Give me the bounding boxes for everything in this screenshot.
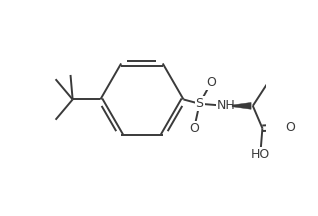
Text: O: O <box>285 121 295 134</box>
Text: S: S <box>196 97 204 110</box>
Text: NH: NH <box>217 99 236 112</box>
Polygon shape <box>232 102 251 109</box>
Text: O: O <box>206 76 216 89</box>
Text: HO: HO <box>251 148 270 161</box>
Text: O: O <box>189 122 199 135</box>
